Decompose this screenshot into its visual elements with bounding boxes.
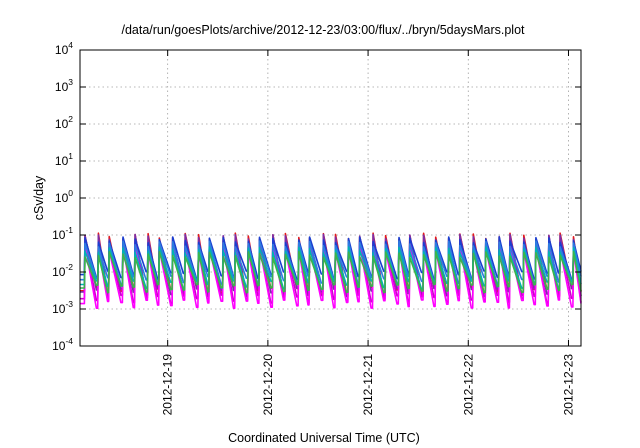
- x-tick-label: 2012-12-19: [161, 354, 175, 416]
- y-tick-label: 10-2: [52, 262, 73, 279]
- x-tick-label: 2012-12-22: [461, 354, 475, 416]
- y-tick-label: 100: [55, 188, 73, 205]
- ticks: [80, 49, 581, 347]
- x-tick-labels: 2012-12-19 2012-12-20 2012-12-21 2012-12-22…: [161, 354, 576, 416]
- y-axis-label: cSv/day: [32, 175, 46, 220]
- y-tick-label: 101: [55, 151, 73, 168]
- series-layer: [80, 232, 582, 309]
- y-tick-label: 102: [55, 114, 73, 131]
- y-tick-label: 10-3: [52, 299, 73, 316]
- grid: [80, 50, 581, 346]
- y-tick-label: 10-1: [52, 225, 73, 242]
- y-tick-labels: 10-4 10-3 10-2 10-1 100 101 102 103 104: [52, 40, 73, 353]
- x-tick-label: 2012-12-23: [561, 354, 575, 416]
- x-tick-label: 2012-12-21: [361, 354, 375, 416]
- x-tick-label: 2012-12-20: [261, 354, 275, 416]
- series-line: [80, 250, 582, 294]
- y-tick-label: 104: [55, 40, 73, 57]
- plot-frame: [79, 49, 582, 347]
- chart-title: /data/run/goesPlots/archive/2012-12-23/0…: [121, 23, 525, 37]
- y-tick-label: 103: [55, 77, 73, 94]
- y-tick-label: 10-4: [52, 336, 73, 353]
- x-axis-label: Coordinated Universal Time (UTC): [228, 431, 420, 445]
